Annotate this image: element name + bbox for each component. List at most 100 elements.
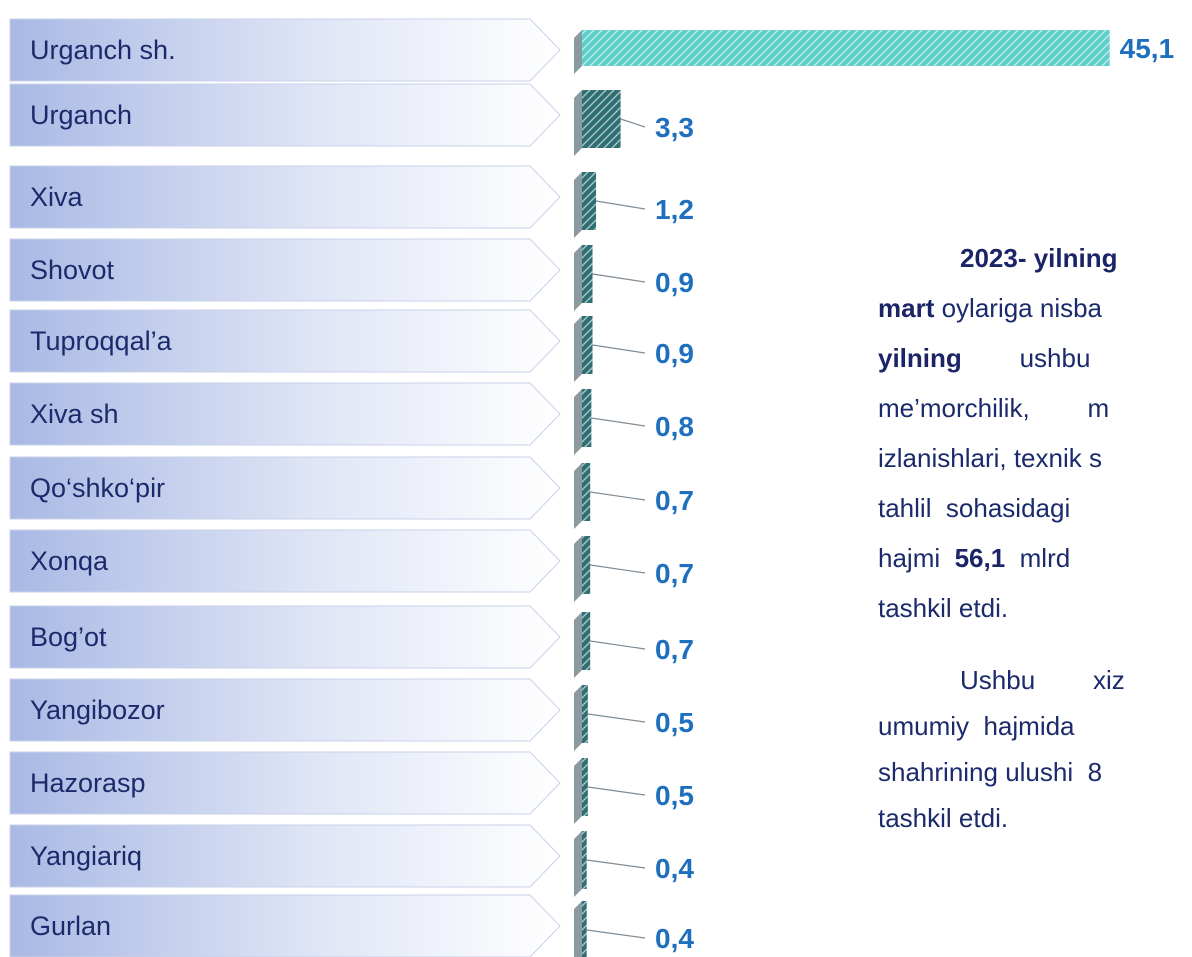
category-label: Xiva sh: [30, 399, 119, 429]
text-run: tashkil etdi.: [878, 593, 1009, 623]
leader-line: [586, 859, 646, 869]
text-run: umumiy hajmida: [878, 711, 1075, 741]
leader-line: [587, 786, 646, 796]
bar-texture: [582, 536, 591, 594]
bar-side: [574, 536, 582, 602]
leader-line: [587, 713, 646, 723]
bar-side: [574, 463, 582, 529]
text-run: Ushbu xiz: [960, 665, 1125, 695]
bar-texture: [582, 463, 591, 521]
category-box: [9, 18, 561, 82]
text-line: yilning ushbu: [878, 338, 1192, 388]
text-line: hajmi 56,1 mlrd: [878, 538, 1192, 588]
category-box: [9, 238, 561, 302]
category-box: [9, 165, 561, 229]
category-label: Tuproqqal’a: [30, 326, 173, 356]
bar-side: [574, 172, 582, 238]
value-label: 1,2: [655, 194, 694, 225]
value-label: 3,3: [655, 112, 694, 143]
value-label: 0,8: [655, 411, 694, 442]
bar-side: [574, 831, 582, 897]
value-label: 0,7: [655, 558, 694, 589]
bar-texture: [582, 389, 592, 447]
category-label: Gurlan: [30, 911, 111, 941]
bar-side: [574, 30, 582, 74]
category-box: [9, 824, 561, 888]
text-run: oylariga nisba: [934, 293, 1103, 323]
bar-texture: [582, 612, 591, 670]
category-label: Qo‘shko‘pir: [30, 473, 165, 503]
category-box: [9, 605, 561, 669]
bar-texture: [582, 316, 593, 374]
category-box: [9, 309, 561, 373]
category-label: Bog’ot: [30, 622, 107, 652]
leader-line: [590, 491, 646, 501]
text-run: 2023- yilning: [960, 243, 1118, 273]
category-label: Yangiariq: [30, 841, 142, 871]
text-line: tahlil sohasidagi: [878, 488, 1192, 538]
leader-line: [620, 118, 646, 128]
category-box: [9, 529, 561, 593]
category-box: [9, 894, 561, 957]
value-label: 0,4: [655, 923, 694, 954]
value-label: 0,4: [655, 853, 694, 884]
category-label: Xonqa: [30, 546, 109, 576]
leader-line: [595, 200, 646, 210]
text-run: tashkil etdi.: [878, 803, 1009, 833]
bar-side: [574, 90, 582, 156]
bar-texture: [582, 90, 621, 148]
bar-side: [574, 612, 582, 678]
category-box: [9, 382, 561, 446]
text-run: 56,1: [954, 543, 1006, 573]
text-run: tahlil sohasidagi: [878, 493, 1071, 523]
bar-side: [574, 316, 582, 382]
category-label: Urganch: [30, 100, 132, 130]
leader-line: [592, 344, 646, 354]
text-line: me’morchilik, m: [878, 388, 1192, 438]
bar-side: [574, 685, 582, 751]
category-box: [9, 678, 561, 742]
category-label: Xiva: [30, 182, 84, 212]
category-label: Yangibozor: [30, 695, 165, 725]
value-label: 0,9: [655, 267, 694, 298]
text-line: izlanishlari, texnik s: [878, 438, 1192, 488]
bar-texture: [582, 685, 588, 743]
value-label: 0,5: [655, 707, 694, 738]
text-line: Ushbu xiz: [878, 660, 1192, 706]
text-run: yilning: [878, 343, 962, 373]
text-run: ushbu: [961, 343, 1091, 373]
text-run: mlrd: [1005, 543, 1071, 573]
value-label: 45,1: [1120, 33, 1175, 64]
value-label: 0,7: [655, 485, 694, 516]
bar-texture: [582, 831, 587, 889]
category-label: Shovot: [30, 255, 115, 285]
category-box: [9, 751, 561, 815]
leader-line: [592, 273, 646, 283]
text-run: izlanishlari, texnik s: [878, 443, 1102, 473]
leader-line: [586, 929, 646, 939]
category-box: [9, 83, 561, 147]
text-run: mart: [878, 293, 935, 323]
text-line: tashkil etdi.: [878, 798, 1192, 844]
bar-texture: [582, 245, 593, 303]
text-line: tashkil etdi.: [878, 588, 1192, 638]
category-label: Hazorasp: [30, 768, 146, 798]
bar-texture: [582, 901, 587, 957]
leader-line: [590, 564, 646, 574]
category-label: Urganch sh.: [30, 35, 176, 65]
text-line: 2023- yilning: [878, 238, 1192, 288]
bar-texture: [582, 172, 597, 230]
text-run: shahrining ulushi 8: [878, 757, 1103, 787]
bar-side: [574, 389, 582, 455]
text-line: umumiy hajmida: [878, 706, 1192, 752]
text-run: me’morchilik, m: [878, 393, 1110, 423]
bar-side: [574, 758, 582, 824]
bar-side: [574, 901, 582, 957]
leader-line: [590, 640, 646, 650]
text-run: hajmi: [878, 543, 955, 573]
bar-texture: [582, 30, 1110, 66]
category-box: [9, 456, 561, 520]
value-label: 0,9: [655, 338, 694, 369]
